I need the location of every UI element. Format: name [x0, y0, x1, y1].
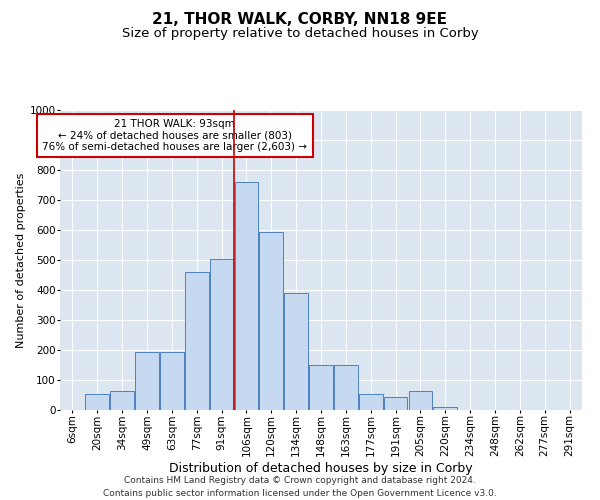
- Bar: [359, 394, 383, 410]
- Bar: [259, 232, 283, 410]
- Y-axis label: Number of detached properties: Number of detached properties: [16, 172, 26, 348]
- Bar: [185, 272, 209, 410]
- Bar: [384, 396, 407, 410]
- Text: Contains HM Land Registry data © Crown copyright and database right 2024.
Contai: Contains HM Land Registry data © Crown c…: [103, 476, 497, 498]
- Text: 21, THOR WALK, CORBY, NN18 9EE: 21, THOR WALK, CORBY, NN18 9EE: [152, 12, 448, 28]
- Bar: [235, 182, 258, 410]
- Bar: [85, 394, 109, 410]
- X-axis label: Distribution of detached houses by size in Corby: Distribution of detached houses by size …: [169, 462, 473, 475]
- Bar: [409, 390, 432, 410]
- Bar: [334, 365, 358, 410]
- Text: Size of property relative to detached houses in Corby: Size of property relative to detached ho…: [122, 28, 478, 40]
- Bar: [135, 352, 159, 410]
- Bar: [309, 365, 333, 410]
- Bar: [160, 352, 184, 410]
- Bar: [210, 258, 233, 410]
- Bar: [433, 407, 457, 410]
- Bar: [284, 293, 308, 410]
- Text: 21 THOR WALK: 93sqm
← 24% of detached houses are smaller (803)
76% of semi-detac: 21 THOR WALK: 93sqm ← 24% of detached ho…: [43, 119, 307, 152]
- Bar: [110, 390, 134, 410]
